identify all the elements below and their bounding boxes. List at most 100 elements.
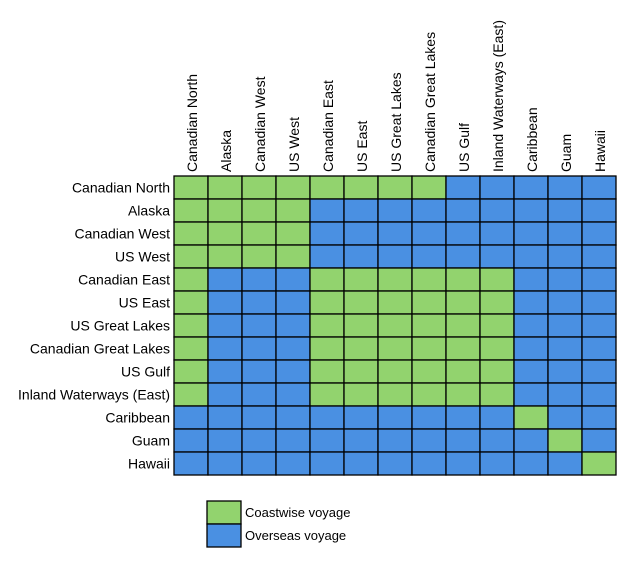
cell-inland-waterways-east-to-inland-waterways-east	[479, 382, 515, 407]
cell-canadian-great-lakes-to-alaska	[207, 336, 243, 361]
cell-guam-to-us-east	[343, 428, 379, 453]
cell-us-great-lakes-to-alaska	[207, 313, 243, 338]
cell-guam-to-inland-waterways-east	[479, 428, 515, 453]
col-label-canadian-north: Canadian North	[184, 74, 200, 172]
cell-hawaii-to-hawaii	[581, 451, 617, 476]
cell-canadian-west-to-us-west	[275, 221, 311, 246]
cell-us-great-lakes-to-caribbean	[513, 313, 549, 338]
cell-inland-waterways-east-to-caribbean	[513, 382, 549, 407]
cell-inland-waterways-east-to-us-east	[343, 382, 379, 407]
cell-canadian-north-to-guam	[547, 175, 583, 200]
cell-canadian-east-to-canadian-west	[241, 267, 277, 292]
cell-canadian-west-to-us-east	[343, 221, 379, 246]
cell-us-east-to-canadian-north	[173, 290, 209, 315]
cell-us-great-lakes-to-hawaii	[581, 313, 617, 338]
cell-alaska-to-hawaii	[581, 198, 617, 223]
cell-hawaii-to-canadian-west	[241, 451, 277, 476]
cell-alaska-to-canadian-west	[241, 198, 277, 223]
cell-us-east-to-canadian-great-lakes	[411, 290, 447, 315]
cell-alaska-to-us-great-lakes	[377, 198, 413, 223]
cell-hawaii-to-inland-waterways-east	[479, 451, 515, 476]
cell-canadian-north-to-us-west	[275, 175, 311, 200]
cell-us-east-to-canadian-west	[241, 290, 277, 315]
cell-guam-to-caribbean	[513, 428, 549, 453]
cell-caribbean-to-canadian-west	[241, 405, 277, 430]
cell-inland-waterways-east-to-canadian-west	[241, 382, 277, 407]
cell-guam-to-us-west	[275, 428, 311, 453]
cell-us-west-to-canadian-great-lakes	[411, 244, 447, 269]
cell-canadian-west-to-canadian-east	[309, 221, 345, 246]
cell-us-great-lakes-to-us-east	[343, 313, 379, 338]
cell-us-gulf-to-alaska	[207, 359, 243, 384]
cell-us-gulf-to-us-west	[275, 359, 311, 384]
cell-us-west-to-guam	[547, 244, 583, 269]
cell-us-west-to-inland-waterways-east	[479, 244, 515, 269]
cell-us-west-to-us-great-lakes	[377, 244, 413, 269]
cell-guam-to-canadian-east	[309, 428, 345, 453]
cell-canadian-east-to-alaska	[207, 267, 243, 292]
col-label-alaska: Alaska	[218, 130, 234, 172]
cell-us-great-lakes-to-us-gulf	[445, 313, 481, 338]
cell-hawaii-to-caribbean	[513, 451, 549, 476]
cell-inland-waterways-east-to-canadian-great-lakes	[411, 382, 447, 407]
cell-us-great-lakes-to-us-great-lakes	[377, 313, 413, 338]
cell-canadian-east-to-us-east	[343, 267, 379, 292]
legend-swatch-overseas-voyage	[206, 523, 242, 548]
cell-hawaii-to-us-great-lakes	[377, 451, 413, 476]
cell-us-west-to-hawaii	[581, 244, 617, 269]
cell-us-gulf-to-guam	[547, 359, 583, 384]
cell-us-west-to-canadian-north	[173, 244, 209, 269]
cell-hawaii-to-canadian-great-lakes	[411, 451, 447, 476]
column-labels: Canadian North Alaska Canadian West US West…	[184, 20, 608, 172]
cell-caribbean-to-caribbean	[513, 405, 549, 430]
cell-alaska-to-inland-waterways-east	[479, 198, 515, 223]
cell-canadian-north-to-canadian-west	[241, 175, 277, 200]
cell-guam-to-hawaii	[581, 428, 617, 453]
cell-caribbean-to-canadian-north	[173, 405, 209, 430]
row-label-canadian-north: Canadian North	[72, 180, 170, 196]
cell-us-east-to-inland-waterways-east	[479, 290, 515, 315]
cell-canadian-east-to-canadian-east	[309, 267, 345, 292]
cell-us-east-to-hawaii	[581, 290, 617, 315]
cell-canadian-great-lakes-to-hawaii	[581, 336, 617, 361]
cell-canadian-east-to-caribbean	[513, 267, 549, 292]
cell-canadian-north-to-canadian-north	[173, 175, 209, 200]
cell-guam-to-canadian-west	[241, 428, 277, 453]
row-label-us-east: US East	[119, 295, 170, 311]
col-label-canadian-east: Canadian East	[320, 80, 336, 172]
cell-canadian-north-to-us-east	[343, 175, 379, 200]
cell-canadian-west-to-us-great-lakes	[377, 221, 413, 246]
cell-us-west-to-us-east	[343, 244, 379, 269]
cell-canadian-north-to-caribbean	[513, 175, 549, 200]
cell-canadian-great-lakes-to-us-great-lakes	[377, 336, 413, 361]
cell-hawaii-to-canadian-east	[309, 451, 345, 476]
cell-canadian-north-to-us-great-lakes	[377, 175, 413, 200]
row-label-caribbean: Caribbean	[105, 410, 170, 426]
row-label-canadian-great-lakes: Canadian Great Lakes	[30, 341, 170, 357]
cell-us-east-to-us-gulf	[445, 290, 481, 315]
cell-caribbean-to-canadian-great-lakes	[411, 405, 447, 430]
cell-alaska-to-guam	[547, 198, 583, 223]
cell-canadian-great-lakes-to-canadian-east	[309, 336, 345, 361]
cell-canadian-great-lakes-to-guam	[547, 336, 583, 361]
cell-alaska-to-us-west	[275, 198, 311, 223]
cell-us-gulf-to-caribbean	[513, 359, 549, 384]
cell-canadian-great-lakes-to-us-west	[275, 336, 311, 361]
cell-canadian-east-to-hawaii	[581, 267, 617, 292]
cell-us-gulf-to-canadian-east	[309, 359, 345, 384]
cell-canadian-great-lakes-to-canadian-west	[241, 336, 277, 361]
col-label-guam: Guam	[558, 134, 574, 172]
cell-inland-waterways-east-to-hawaii	[581, 382, 617, 407]
cell-guam-to-canadian-great-lakes	[411, 428, 447, 453]
cell-caribbean-to-inland-waterways-east	[479, 405, 515, 430]
col-label-canadian-west: Canadian West	[252, 76, 268, 172]
cell-canadian-north-to-inland-waterways-east	[479, 175, 515, 200]
cell-canadian-north-to-alaska	[207, 175, 243, 200]
cell-us-great-lakes-to-canadian-east	[309, 313, 345, 338]
cell-canadian-great-lakes-to-inland-waterways-east	[479, 336, 515, 361]
legend-swatch-coastwise-voyage	[206, 500, 242, 525]
row-label-canadian-east: Canadian East	[78, 272, 170, 288]
cell-caribbean-to-alaska	[207, 405, 243, 430]
cell-alaska-to-alaska	[207, 198, 243, 223]
cell-us-east-to-us-east	[343, 290, 379, 315]
